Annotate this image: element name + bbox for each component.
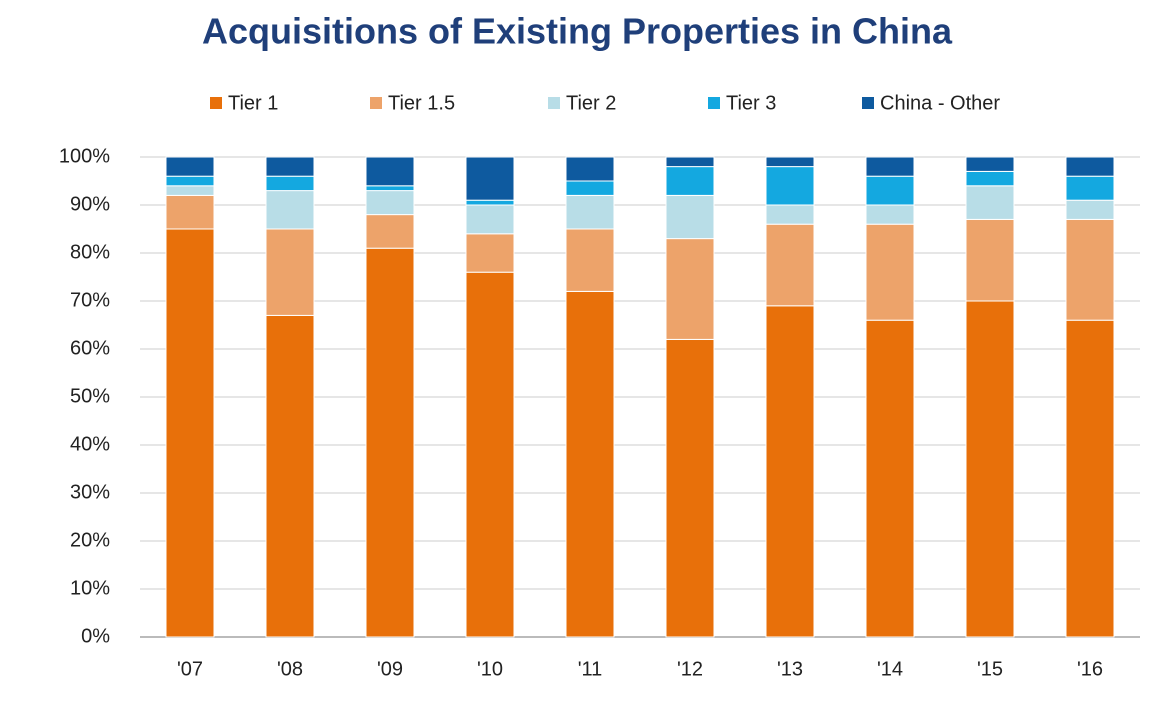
legend-label: Tier 1.5 bbox=[388, 92, 455, 114]
bar-segment bbox=[165, 156, 215, 177]
legend-label: Tier 3 bbox=[726, 92, 776, 114]
bar-segment bbox=[565, 194, 615, 230]
bar-segment bbox=[565, 290, 615, 638]
bar-segment bbox=[965, 156, 1015, 172]
y-tick-label: 100% bbox=[59, 145, 110, 167]
bar-segment bbox=[665, 156, 715, 168]
legend-swatch bbox=[708, 97, 720, 109]
y-tick-label: 70% bbox=[70, 289, 110, 311]
bar-segment bbox=[565, 180, 615, 196]
bar-segment bbox=[165, 175, 215, 187]
bar-segment bbox=[265, 314, 315, 638]
y-tick-label: 60% bbox=[70, 337, 110, 359]
bar-segment bbox=[1065, 175, 1115, 201]
x-tick-label: '15 bbox=[977, 658, 1003, 680]
y-tick-label: 80% bbox=[70, 241, 110, 263]
bar-segment bbox=[265, 190, 315, 230]
bar-segment bbox=[1065, 156, 1115, 177]
bar-segment bbox=[465, 233, 515, 273]
bar-segment bbox=[365, 190, 415, 216]
bar-segment bbox=[365, 185, 415, 192]
y-tick-label: 0% bbox=[81, 625, 110, 647]
legend-swatch bbox=[210, 97, 222, 109]
bar-segment bbox=[765, 223, 815, 307]
bar-segment bbox=[365, 247, 415, 638]
bar-segment bbox=[765, 204, 815, 225]
bar-segment bbox=[465, 271, 515, 638]
bar-segment bbox=[865, 204, 915, 225]
bar-segment bbox=[365, 156, 415, 187]
x-tick-label: '12 bbox=[677, 658, 703, 680]
bar-segment bbox=[165, 185, 215, 196]
y-tick-label: 50% bbox=[70, 385, 110, 407]
bar-segment bbox=[1065, 199, 1115, 220]
x-tick-label: '07 bbox=[177, 658, 203, 680]
chart-title: Acquisitions of Existing Properties in C… bbox=[202, 11, 953, 52]
bar-segment bbox=[265, 156, 315, 177]
bar-segment bbox=[265, 228, 315, 316]
bar-segment bbox=[1065, 218, 1115, 321]
x-tick-label: '13 bbox=[777, 658, 803, 680]
bar-segment bbox=[165, 228, 215, 638]
bar-segment bbox=[965, 185, 1015, 220]
legend-swatch bbox=[862, 97, 874, 109]
y-tick-label: 40% bbox=[70, 433, 110, 455]
x-tick-label: '16 bbox=[1077, 658, 1103, 680]
bar-segment bbox=[865, 156, 915, 177]
bar-segment bbox=[365, 214, 415, 249]
x-tick-label: '14 bbox=[877, 658, 903, 680]
bar-segment bbox=[965, 170, 1015, 187]
legend-label: Tier 1 bbox=[228, 92, 278, 114]
bar-segment bbox=[865, 175, 915, 206]
y-tick-label: 20% bbox=[70, 529, 110, 551]
bar-segment bbox=[1065, 319, 1115, 638]
bar-segment bbox=[765, 156, 815, 168]
x-tick-label: '10 bbox=[477, 658, 503, 680]
legend-label: China - Other bbox=[880, 92, 1000, 114]
x-tick-label: '08 bbox=[277, 658, 303, 680]
bar-segment bbox=[465, 199, 515, 206]
bar-segment bbox=[565, 156, 615, 182]
bar-segment bbox=[265, 175, 315, 192]
bar-segment bbox=[565, 228, 615, 292]
bar-segment bbox=[165, 194, 215, 230]
legend-label: Tier 2 bbox=[566, 92, 616, 114]
bar-segment bbox=[965, 218, 1015, 302]
legend-swatch bbox=[370, 97, 382, 109]
x-tick-label: '11 bbox=[578, 658, 603, 680]
bar-segment bbox=[765, 305, 815, 638]
bar-segment bbox=[665, 194, 715, 240]
bar-segment bbox=[465, 204, 515, 235]
bar-segment bbox=[665, 166, 715, 196]
bar-segment bbox=[765, 166, 815, 206]
bar-segment bbox=[465, 156, 515, 201]
bar-segment bbox=[665, 238, 715, 340]
bar-segment bbox=[665, 338, 715, 638]
y-tick-label: 30% bbox=[70, 481, 110, 503]
y-tick-label: 10% bbox=[70, 577, 110, 599]
y-tick-label: 90% bbox=[70, 193, 110, 215]
bar-segment bbox=[965, 300, 1015, 638]
legend-swatch bbox=[548, 97, 560, 109]
x-tick-label: '09 bbox=[377, 658, 403, 680]
bar-segment bbox=[865, 223, 915, 321]
bar-segment bbox=[865, 319, 915, 638]
